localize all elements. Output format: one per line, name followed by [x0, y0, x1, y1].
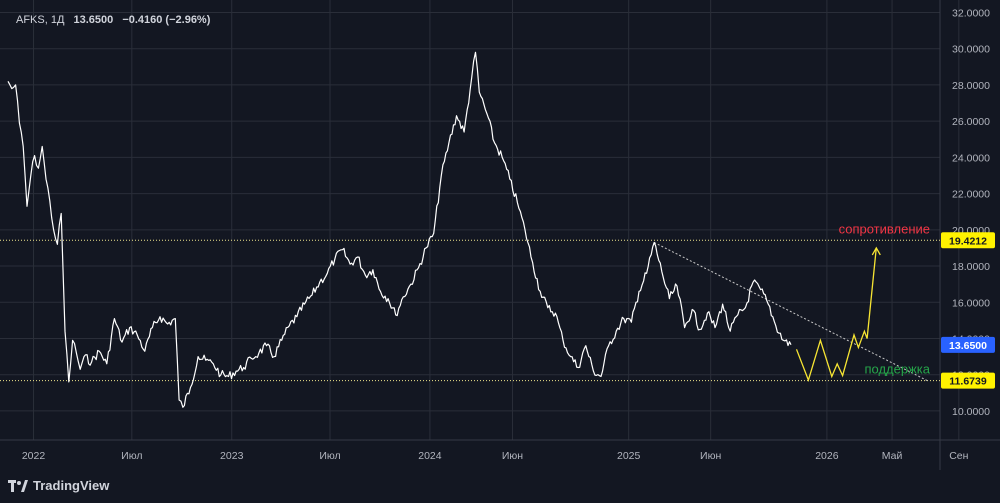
- y-tick-label: 26.0000: [952, 116, 990, 128]
- last-value: 13.6500: [73, 14, 114, 26]
- x-tick-label: Июл: [121, 450, 142, 462]
- price-series-line[interactable]: [7, 51, 792, 408]
- price-change: −0.4160 (−2.96%): [122, 14, 211, 26]
- trendline[interactable]: [653, 242, 928, 382]
- support-label: поддержка: [864, 362, 930, 377]
- y-tick-label: 16.0000: [952, 297, 990, 309]
- level-price-tag: [941, 372, 995, 389]
- x-tick-label: 2022: [22, 450, 46, 462]
- symbol-legend: AFKS, 1Д 13.6500 −0.4160 (−2.96%): [16, 14, 210, 26]
- y-tick-label: 32.0000: [952, 7, 990, 19]
- y-tick-label: 10.0000: [952, 406, 990, 418]
- x-tick-label: 2023: [220, 450, 244, 462]
- level-price-tag: [941, 232, 995, 249]
- x-tick-label: Июл: [319, 450, 340, 462]
- x-tick-label: 2026: [815, 450, 839, 462]
- resistance-label: сопротивление: [839, 221, 930, 236]
- y-tick-label: 18.0000: [952, 261, 990, 273]
- last-price-tag-label: 13.6500: [949, 340, 987, 352]
- y-tick-label: 24.0000: [952, 152, 990, 164]
- last-price-tag: [941, 336, 995, 353]
- tradingview-branding[interactable]: TradingView: [8, 478, 109, 493]
- brand-name: TradingView: [33, 478, 110, 493]
- y-tick-label: 22.0000: [952, 189, 990, 201]
- x-tick-label: 2025: [617, 450, 641, 462]
- projection-path[interactable]: [795, 247, 877, 383]
- y-tick-label: 30.0000: [952, 44, 990, 56]
- x-tick-label: Июн: [502, 450, 523, 462]
- level-price-tag-label: 19.4212: [949, 235, 987, 247]
- level-price-tag-label: 11.6739: [949, 376, 987, 388]
- tradingview-logo-icon: [8, 479, 28, 492]
- y-tick-label: 28.0000: [952, 80, 990, 92]
- x-tick-label: Май: [882, 450, 903, 462]
- x-tick-label: Июн: [700, 450, 721, 462]
- x-tick-label: Сен: [949, 450, 968, 462]
- x-tick-label: 2024: [418, 450, 442, 462]
- projection-arrow-head: [871, 246, 881, 256]
- symbol-label: AFKS, 1Д: [16, 14, 65, 26]
